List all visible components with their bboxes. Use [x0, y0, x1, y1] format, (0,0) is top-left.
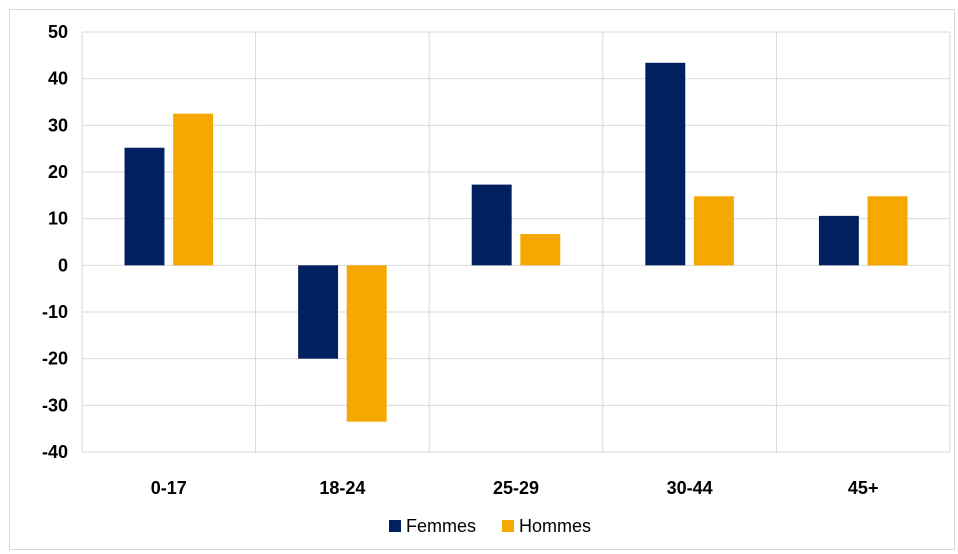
- y-tick-label: -30: [42, 395, 68, 415]
- x-tick-label: 30-44: [667, 478, 713, 498]
- legend-swatch-femmes: [389, 520, 401, 532]
- bar-femmes-45+: [818, 215, 859, 266]
- y-axis-ticks: 50 40 30 20 10 0 -10 -20 -30 -40: [42, 22, 68, 462]
- bar-hommes-0-17: [173, 113, 214, 266]
- bar-hommes-30-44: [693, 196, 734, 266]
- legend: Femmes Hommes: [389, 516, 591, 536]
- gridlines: [81, 31, 951, 453]
- bar-femmes-25-29: [471, 184, 512, 266]
- y-tick-label: -20: [42, 349, 68, 369]
- x-axis-ticks: 0-17 18-24 25-29 30-44 45+: [151, 478, 879, 498]
- bar-hommes-45+: [867, 196, 908, 266]
- y-tick-label: 0: [58, 255, 68, 275]
- x-tick-label: 18-24: [319, 478, 365, 498]
- y-tick-label: 10: [48, 209, 68, 229]
- y-tick-label: 30: [48, 115, 68, 135]
- y-tick-label: -10: [42, 302, 68, 322]
- bar-femmes-0-17: [124, 147, 165, 266]
- bar-hommes-25-29: [520, 234, 561, 266]
- x-tick-label: 25-29: [493, 478, 539, 498]
- x-tick-label: 45+: [848, 478, 879, 498]
- legend-label-hommes: Hommes: [519, 516, 591, 536]
- legend-label-femmes: Femmes: [406, 516, 476, 536]
- bars: [124, 62, 908, 422]
- legend-swatch-hommes: [502, 520, 514, 532]
- bar-femmes-18-24: [298, 265, 339, 359]
- y-tick-label: -40: [42, 442, 68, 462]
- bar-hommes-18-24: [346, 265, 387, 422]
- chart-frame: [9, 9, 955, 550]
- bar-femmes-30-44: [645, 62, 686, 266]
- y-tick-label: 20: [48, 162, 68, 182]
- y-tick-label: 40: [48, 69, 68, 89]
- y-tick-label: 50: [48, 22, 68, 42]
- x-tick-label: 0-17: [151, 478, 187, 498]
